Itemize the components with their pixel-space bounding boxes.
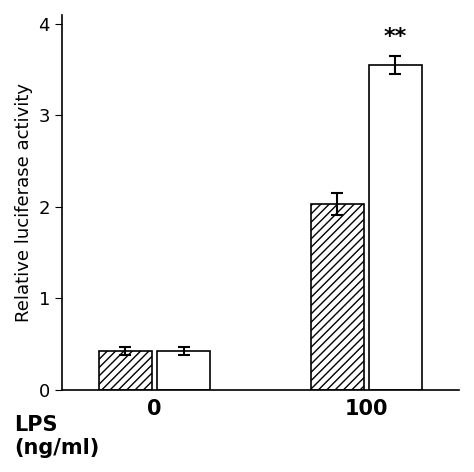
Bar [99, 351, 152, 389]
Bar [369, 65, 422, 389]
Bar [157, 351, 210, 389]
Y-axis label: Relative luciferase activity: Relative luciferase activity [15, 83, 33, 322]
Text: **: ** [384, 27, 407, 47]
Text: LPS
(ng/ml): LPS (ng/ml) [14, 414, 100, 458]
Bar [311, 204, 364, 389]
